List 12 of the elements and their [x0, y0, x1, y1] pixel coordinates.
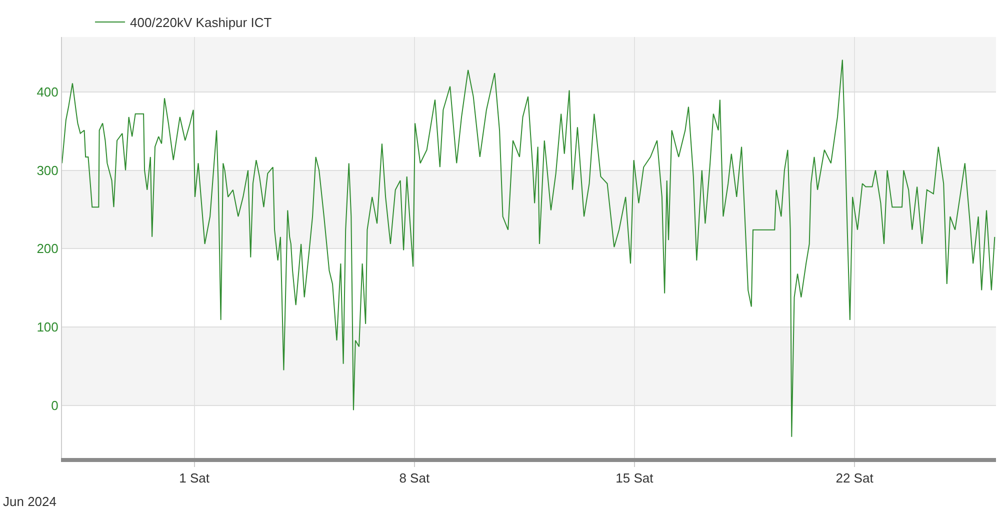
x-tick-label: 1 Sat — [179, 470, 210, 486]
x-tick-label: 8 Sat — [399, 470, 430, 486]
legend-label: 400/220kV Kashipur ICT — [130, 15, 272, 30]
y-tick-label: 300 — [36, 162, 58, 178]
x-tick-label: 15 Sat — [616, 470, 654, 486]
x-axis-title: Jun 2024 — [3, 494, 56, 509]
x-tick-label: 22 Sat — [836, 470, 874, 486]
y-tick-label: 400 — [36, 84, 58, 100]
y-tick-label: 200 — [36, 241, 58, 256]
y-tick-label: 100 — [36, 320, 58, 335]
line-series — [62, 59, 996, 438]
y-tick-label: 0 — [51, 398, 58, 414]
